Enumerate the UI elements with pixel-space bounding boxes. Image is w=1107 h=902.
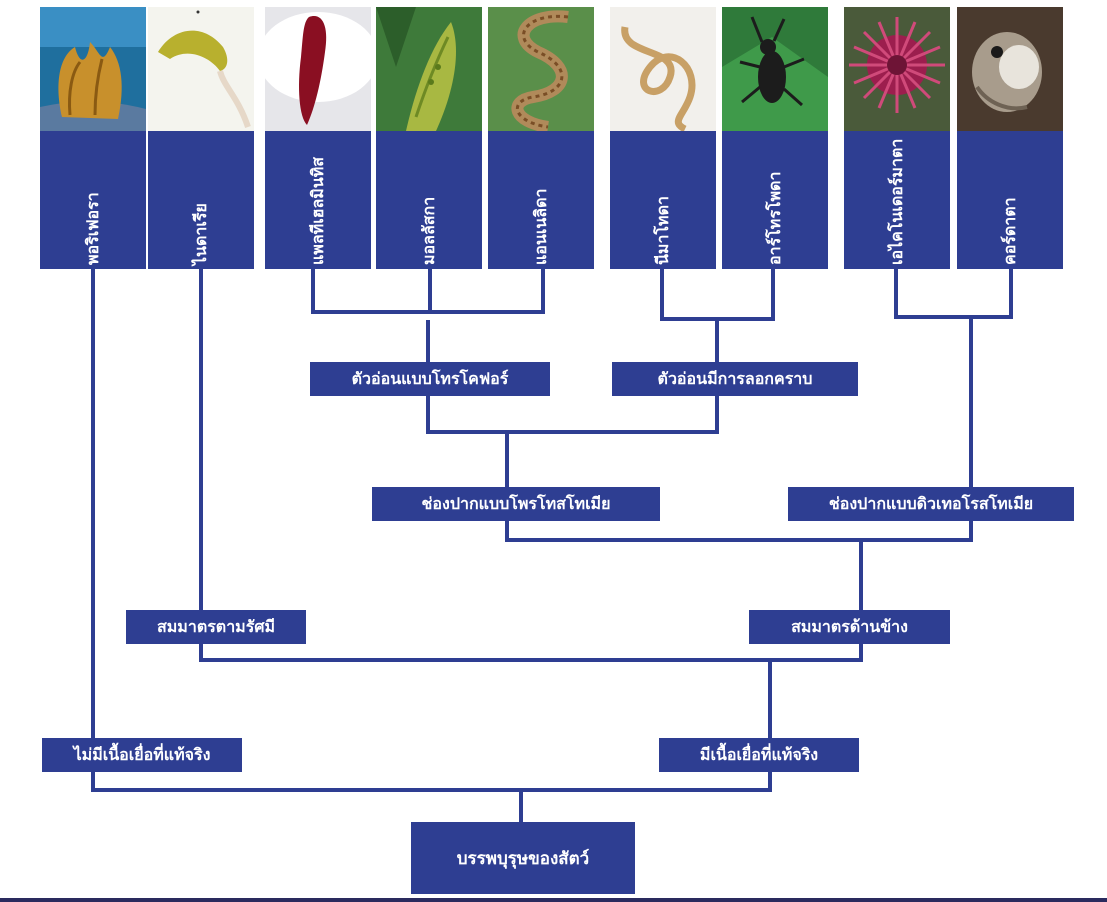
taxon-annelida: แอนเนลิดา [488,7,594,269]
taxon-name: มอลลัสกา [419,196,438,265]
sponge-photo [40,7,146,131]
trait-molting-larva: ตัวอ่อนมีการลอกคราบ [612,362,858,396]
taxon-name: แอนเนลิดา [531,188,550,265]
taxon-name: นีมาโทดา [653,196,672,265]
cnidarian-photo [148,7,254,131]
taxon-band: ไนดาเรีย [148,131,254,269]
taxon-band: คอร์ดาตา [957,131,1063,269]
taxon-name: พอริเฟอรา [83,192,102,265]
taxon-name: คอร์ดาตา [1000,197,1019,265]
taxon-name: อาร์โทรโพดา [765,171,784,265]
taxon-chordata: คอร์ดาตา [957,7,1063,269]
trait-deuterostome-mouth: ช่องปากแบบดิวเทอโรสโทเมีย [788,487,1074,521]
taxon-platyhelminthes: แพลทีเฮลมินทิส [265,7,371,269]
animal-ancestor-root: บรรพบุรุษของสัตว์ [411,822,635,894]
taxon-name: แพลทีเฮลมินทิส [308,156,327,265]
trait-protostome-mouth: ช่องปากแบบโพรโทสโทเมีย [372,487,660,521]
taxon-band: แอนเนลิดา [488,131,594,269]
mollusc-photo [376,7,482,131]
flatworm-photo [265,7,371,131]
taxon-name: เอไคโนเดอร์มาตา [887,138,906,265]
trait-bilateral-symmetry: สมมาตรด้านข้าง [749,610,950,644]
taxon-mollusca: มอลลัสกา [376,7,482,269]
trait-no-true-tissue: ไม่มีเนื้อเยื่อที่แท้จริง [42,738,242,772]
taxon-porifera: พอริเฟอรา [40,7,146,269]
trait-true-tissue: มีเนื้อเยื่อที่แท้จริง [659,738,859,772]
echinoderm-photo [844,7,950,131]
annelid-photo [488,7,594,131]
nematode-photo [610,7,716,131]
taxon-echinodermata: เอไคโนเดอร์มาตา [844,7,950,269]
taxon-band: แพลทีเฮลมินทิส [265,131,371,269]
taxon-band: นีมาโทดา [610,131,716,269]
bottom-divider [0,898,1107,902]
taxon-band: มอลลัสกา [376,131,482,269]
taxon-arthropoda: อาร์โทรโพดา [722,7,828,269]
taxon-band: พอริเฟอรา [40,131,146,269]
chordate-photo [957,7,1063,131]
taxon-band: อาร์โทรโพดา [722,131,828,269]
taxon-name: ไนดาเรีย [191,203,210,265]
taxon-band: เอไคโนเดอร์มาตา [844,131,950,269]
taxon-nematoda: นีมาโทดา [610,7,716,269]
trait-trochophore-larva: ตัวอ่อนแบบโทรโคฟอร์ [310,362,550,396]
taxon-cnidaria: ไนดาเรีย [148,7,254,269]
arthropod-photo [722,7,828,131]
trait-radial-symmetry: สมมาตรตามรัศมี [126,610,306,644]
